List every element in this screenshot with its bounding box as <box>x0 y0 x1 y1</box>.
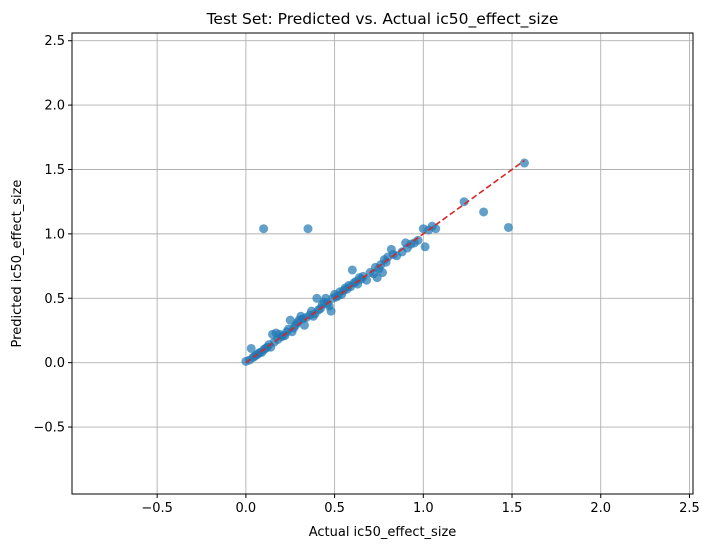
x-tick-label: 2.5 <box>679 501 700 516</box>
x-tick-label: 0.0 <box>236 501 257 516</box>
data-point <box>299 320 309 330</box>
x-tick-label: 1.5 <box>502 501 523 516</box>
data-point <box>413 235 423 245</box>
data-point <box>459 197 469 207</box>
reference-line <box>245 159 525 364</box>
y-tick-label: −0.5 <box>33 421 65 436</box>
data-point <box>519 158 529 168</box>
x-axis-label: Actual ic50_effect_size <box>309 525 457 540</box>
y-tick-label: 1.0 <box>44 227 65 242</box>
chart-title: Test Set: Predicted vs. Actual ic50_effe… <box>206 10 559 29</box>
data-points <box>241 158 529 366</box>
data-point <box>303 224 313 234</box>
data-point <box>420 242 430 252</box>
y-tick-label: 0.0 <box>44 356 65 371</box>
data-point <box>246 343 256 353</box>
data-point <box>312 293 322 303</box>
data-point <box>259 224 269 234</box>
data-point <box>431 224 441 234</box>
x-tick-label: 2.0 <box>590 501 611 516</box>
y-tick-label: 2.0 <box>44 99 65 114</box>
x-tick-label: 0.5 <box>324 501 345 516</box>
y-axis-label: Predicted ic50_effect_size <box>10 180 25 348</box>
data-point <box>347 265 357 275</box>
x-tick-label: 1.0 <box>413 501 434 516</box>
y-tick-label: 0.5 <box>44 292 65 307</box>
plot-frame <box>71 32 694 495</box>
data-point <box>479 207 489 217</box>
data-point <box>378 268 387 278</box>
grid <box>72 33 693 494</box>
y-tick-label: 2.5 <box>44 34 65 49</box>
y-tick-label: 1.5 <box>44 163 65 178</box>
axis-ticks: −0.5 0.0 0.5 1.0 1.5 2.0 2.5 −0.5 0.0 0.5 1.0 1.5 2.… <box>33 34 699 516</box>
data-point <box>326 306 336 316</box>
data-point <box>503 222 513 232</box>
x-tick-label: −0.5 <box>141 501 173 516</box>
data-point <box>362 275 372 285</box>
